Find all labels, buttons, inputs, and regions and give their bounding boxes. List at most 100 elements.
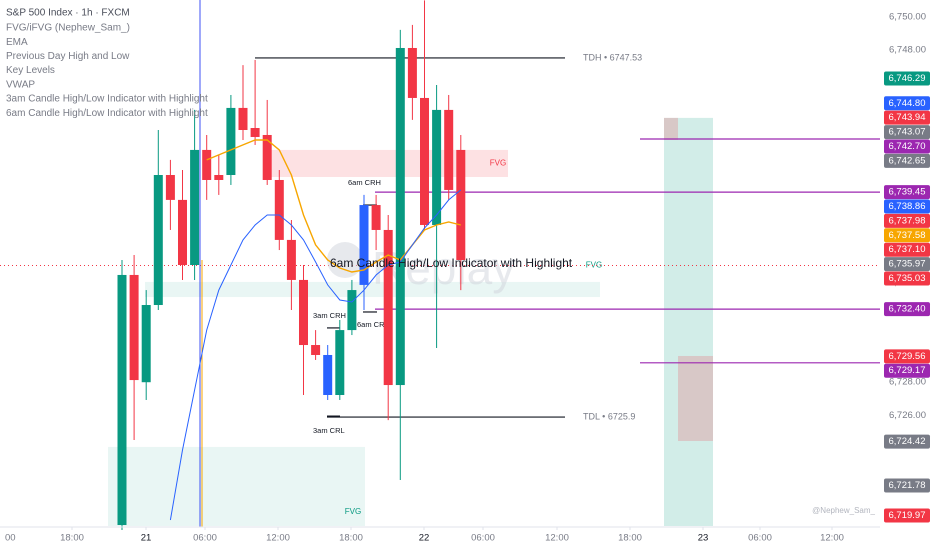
price-badge [884, 271, 930, 286]
x-tick-label: 06:00 [748, 533, 772, 544]
x-tick-label: 06:00 [193, 533, 217, 544]
candle-body [165, 175, 175, 200]
price-badge-label: 6,729.17 [889, 365, 926, 376]
fvg-zone [265, 149, 508, 177]
legend-item: Key Levels [6, 65, 55, 76]
candle-body [407, 47, 417, 98]
candle-body [178, 199, 187, 265]
projection-box [664, 117, 678, 140]
price-badge-label: 6,721.78 [889, 480, 926, 491]
indicator-line [169, 189, 462, 521]
main-layer [117, 0, 466, 530]
annotation: 6am Candle High/Low Indicator with Highl… [330, 256, 573, 270]
price-badge [884, 302, 930, 317]
candle-body [359, 205, 369, 285]
x-tick-label: 12:00 [266, 533, 290, 544]
price-badge [884, 349, 930, 364]
candle-body [202, 149, 212, 180]
candle-body [129, 274, 139, 381]
candle-body [371, 205, 381, 230]
candle-body [274, 179, 284, 240]
day-level-label: TDH • 6747.53 [583, 52, 642, 62]
candle-level-label: 3am CRL [313, 426, 345, 435]
x-tick-label: 18:00 [339, 533, 363, 544]
price-badge-label: 6,737.58 [889, 230, 926, 241]
price-badge [884, 228, 930, 243]
candle-body [250, 128, 260, 137]
candle-body [262, 134, 272, 180]
price-badge [884, 363, 930, 378]
background-layer: FVG FVG FVG TDH • 6747.53 TDL • 6725.9 6am CR… [0, 52, 880, 527]
legend-item: 3am Candle High/Low Indicator with Highl… [6, 94, 208, 105]
y-tick-label: 6,750.00 [889, 11, 926, 22]
watermark-logo [327, 242, 363, 278]
price-badge [884, 434, 930, 449]
indicator-line [206, 139, 461, 273]
x-tick-label: 18:00 [618, 533, 642, 544]
candle-body [238, 107, 248, 131]
legend-item: VWAP [6, 79, 35, 90]
candle-level-label: 3am CRH [313, 311, 346, 320]
legend-item: Previous Day High and Low [6, 51, 130, 62]
fvg-zone [145, 281, 600, 298]
price-badge-label: 6,743.07 [889, 127, 926, 138]
candle-body [444, 109, 454, 190]
day-level-label: TDL • 6725.9 [583, 411, 635, 421]
candle-body [335, 330, 345, 396]
candle-body [420, 97, 429, 225]
candle-body [432, 109, 442, 225]
candle-body [214, 175, 224, 180]
fvg-zone [108, 446, 365, 527]
author: @Nephew_Sam_ [812, 506, 875, 515]
price-badge [884, 199, 930, 214]
price-badge-label: 6,739.45 [889, 187, 926, 198]
candle-body [311, 345, 321, 355]
candle-body [286, 239, 296, 280]
candle-level-label: 6am CRH [348, 178, 381, 187]
price-badge-label: 6,732.40 [889, 304, 926, 315]
price-badge-label: 6,744.80 [889, 98, 926, 109]
price-badge [884, 185, 930, 200]
x-tick-label: 12:00 [545, 533, 569, 544]
price-badge [884, 508, 930, 523]
price-badge [884, 478, 930, 493]
candle-body [141, 305, 151, 383]
price-badge-label: 6,746.29 [889, 73, 926, 84]
price-badge-label: 6,729.56 [889, 351, 926, 362]
candle-body [226, 107, 236, 176]
x-tick-label: 06:00 [471, 533, 495, 544]
y-tick-label: 6,728.00 [889, 377, 926, 388]
legend-item: 6am Candle High/Low Indicator with Highl… [6, 108, 208, 119]
y-tick-label: 6,726.00 [889, 410, 926, 421]
y-tick-label: 6,748.00 [889, 45, 926, 56]
candle-body [323, 354, 333, 396]
x-tick-label: 18:00 [60, 533, 84, 544]
candle-body [190, 149, 200, 265]
candle-body [456, 149, 466, 261]
x-tick-label: 00 [5, 533, 16, 544]
price-badge-label: 6,738.86 [889, 201, 926, 212]
price-badge-label: 6,737.98 [889, 215, 926, 226]
price-badge [884, 110, 930, 125]
candle-body [153, 175, 163, 306]
price-badge [884, 96, 930, 111]
price-badge-label: 6,719.97 [889, 510, 926, 521]
x-tick-label: 23 [698, 533, 709, 544]
price-badge [884, 257, 930, 272]
price-badge-label: 6,743.94 [889, 112, 926, 123]
price-badge-label: 6,735.97 [889, 259, 926, 270]
price-badge-label: 6,742.70 [889, 141, 926, 152]
price-badge [884, 213, 930, 228]
price-badge [884, 242, 930, 257]
candle-body [347, 290, 357, 331]
legend-title: S&P 500 Index · 1h · FXCM [6, 8, 130, 19]
x-tick-label: 12:00 [820, 533, 844, 544]
candle-body [383, 229, 393, 386]
fvg-label: FVG [490, 159, 506, 168]
candle-body [299, 279, 308, 346]
candle-body [395, 47, 405, 386]
legend: S&P 500 Index · 1h · FXCM [6, 8, 130, 19]
legend-item: FVG/iFVG (Nephew_Sam_) [6, 23, 130, 34]
fvg-label: FVG [345, 507, 361, 516]
projection-box [664, 117, 713, 527]
